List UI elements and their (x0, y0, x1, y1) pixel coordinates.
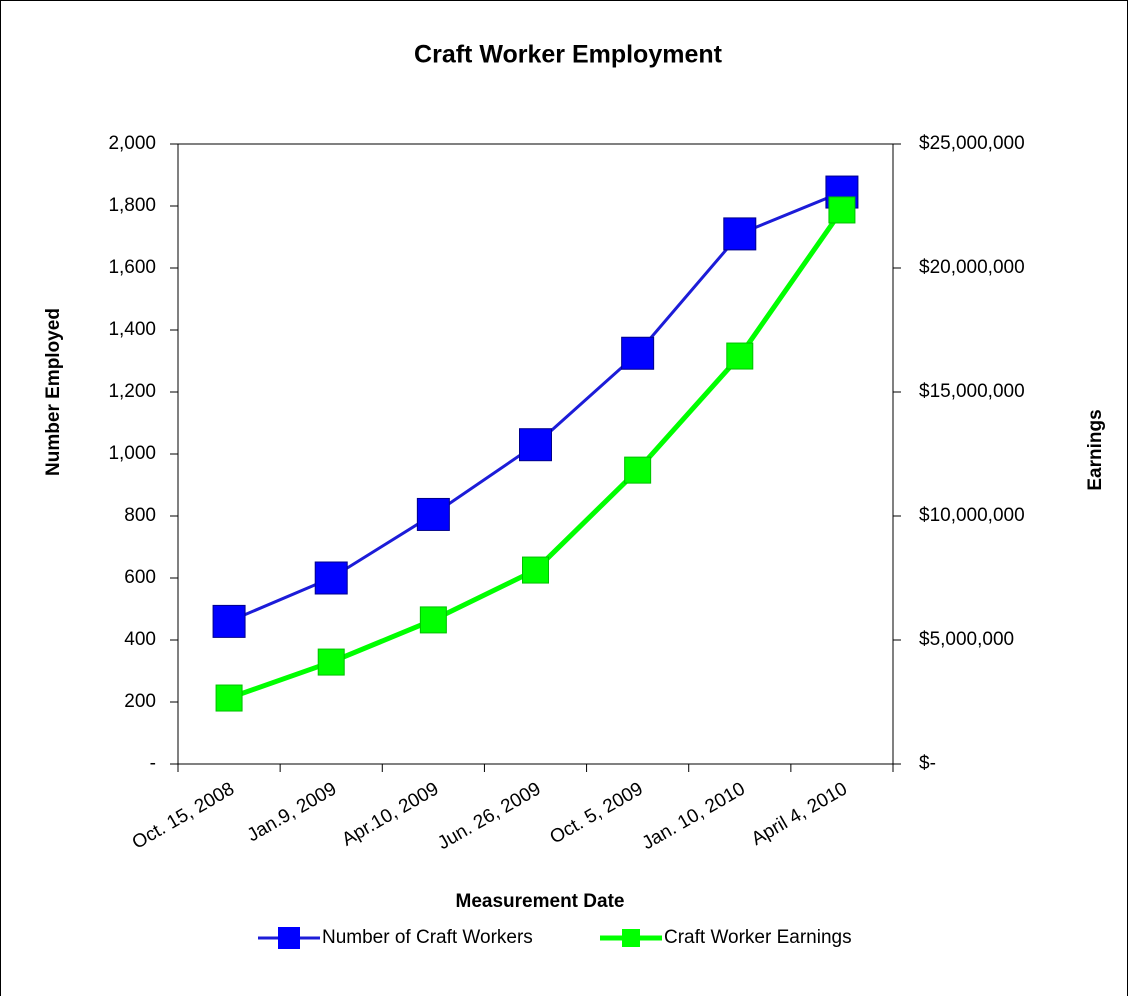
y2-tick-label: $15,000,000 (919, 381, 1025, 402)
series-marker (416, 497, 450, 531)
legend-marker (278, 927, 300, 949)
chart-title: Craft Worker Employment (414, 41, 723, 69)
y2-tick-label: $20,000,000 (919, 257, 1025, 278)
series-marker (212, 604, 246, 638)
x-axis-title: Measurement Date (456, 891, 625, 912)
series-marker (314, 561, 348, 595)
legend-marker (622, 929, 640, 947)
y2-axis-title: Earnings (1085, 409, 1106, 490)
y2-tick-label: $5,000,000 (919, 629, 1014, 650)
y-tick-label: - (150, 753, 156, 774)
y-axis-title: Number Employed (43, 308, 64, 476)
series-marker (215, 684, 243, 712)
y-tick-label: 1,000 (108, 443, 156, 464)
series-marker (317, 648, 345, 676)
y2-tick-label: $10,000,000 (919, 505, 1025, 526)
legend-label: Number of Craft Workers (322, 927, 533, 948)
y-tick-label: 1,400 (108, 319, 156, 340)
legend-label: Craft Worker Earnings (664, 927, 852, 948)
series-marker (621, 336, 655, 370)
y-tick-label: 200 (124, 691, 156, 712)
y-tick-label: 400 (124, 629, 156, 650)
series-marker (723, 217, 757, 251)
y-tick-label: 800 (124, 505, 156, 526)
y-tick-label: 2,000 (108, 133, 156, 154)
y-tick-label: 1,600 (108, 257, 156, 278)
series-marker (419, 606, 447, 634)
y-tick-label: 600 (124, 567, 156, 588)
y-tick-label: 1,800 (108, 195, 156, 216)
series-marker (726, 342, 754, 370)
series-marker (519, 428, 552, 462)
y2-tick-label: $- (919, 753, 936, 774)
series-marker (522, 556, 549, 584)
y2-tick-label: $25,000,000 (919, 133, 1025, 154)
y-tick-label: 1,200 (108, 381, 156, 402)
series-marker (828, 196, 856, 224)
series-marker (624, 456, 652, 484)
